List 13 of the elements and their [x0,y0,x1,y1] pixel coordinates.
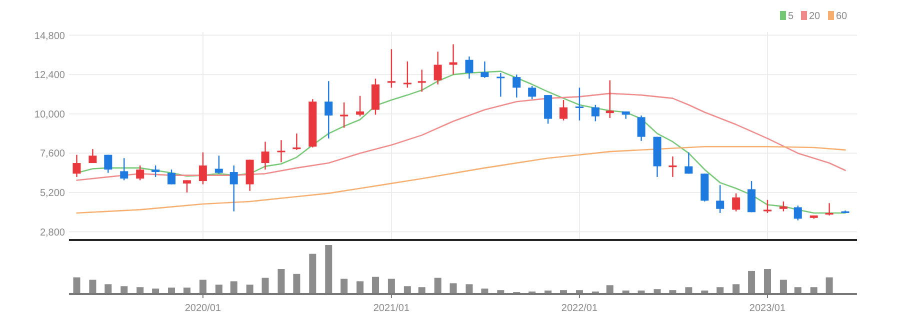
y-tick-label: 7,600 [40,148,66,160]
x-tick-label: 2022/01 [561,303,598,314]
y-tick-label: 2,800 [40,227,66,238]
y-tick-label: 14,800 [34,30,66,42]
y-tick-label: 10,000 [34,109,66,120]
x-tick-label: 2020/01 [184,303,222,314]
legend-label: 20 [809,11,821,22]
legend-label: 60 [836,11,848,22]
x-tick-label: 2021/01 [373,303,410,314]
y-tick-label: 12,400 [34,70,66,82]
x-tick-label: 2023/01 [749,303,786,314]
legend-label: 5 [788,11,794,22]
y-tick-label: 5,200 [40,188,66,200]
